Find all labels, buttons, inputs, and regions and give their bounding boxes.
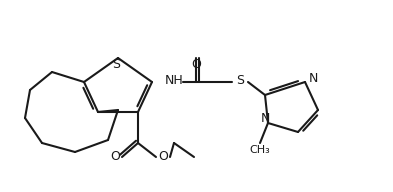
Text: O: O [110,151,120,164]
Text: N: N [309,73,318,85]
Text: O: O [191,59,201,71]
Text: N: N [260,113,270,126]
Text: S: S [112,57,120,70]
Text: S: S [236,74,244,88]
Text: NH: NH [165,74,184,88]
Text: CH₃: CH₃ [250,145,270,155]
Text: O: O [158,151,168,164]
